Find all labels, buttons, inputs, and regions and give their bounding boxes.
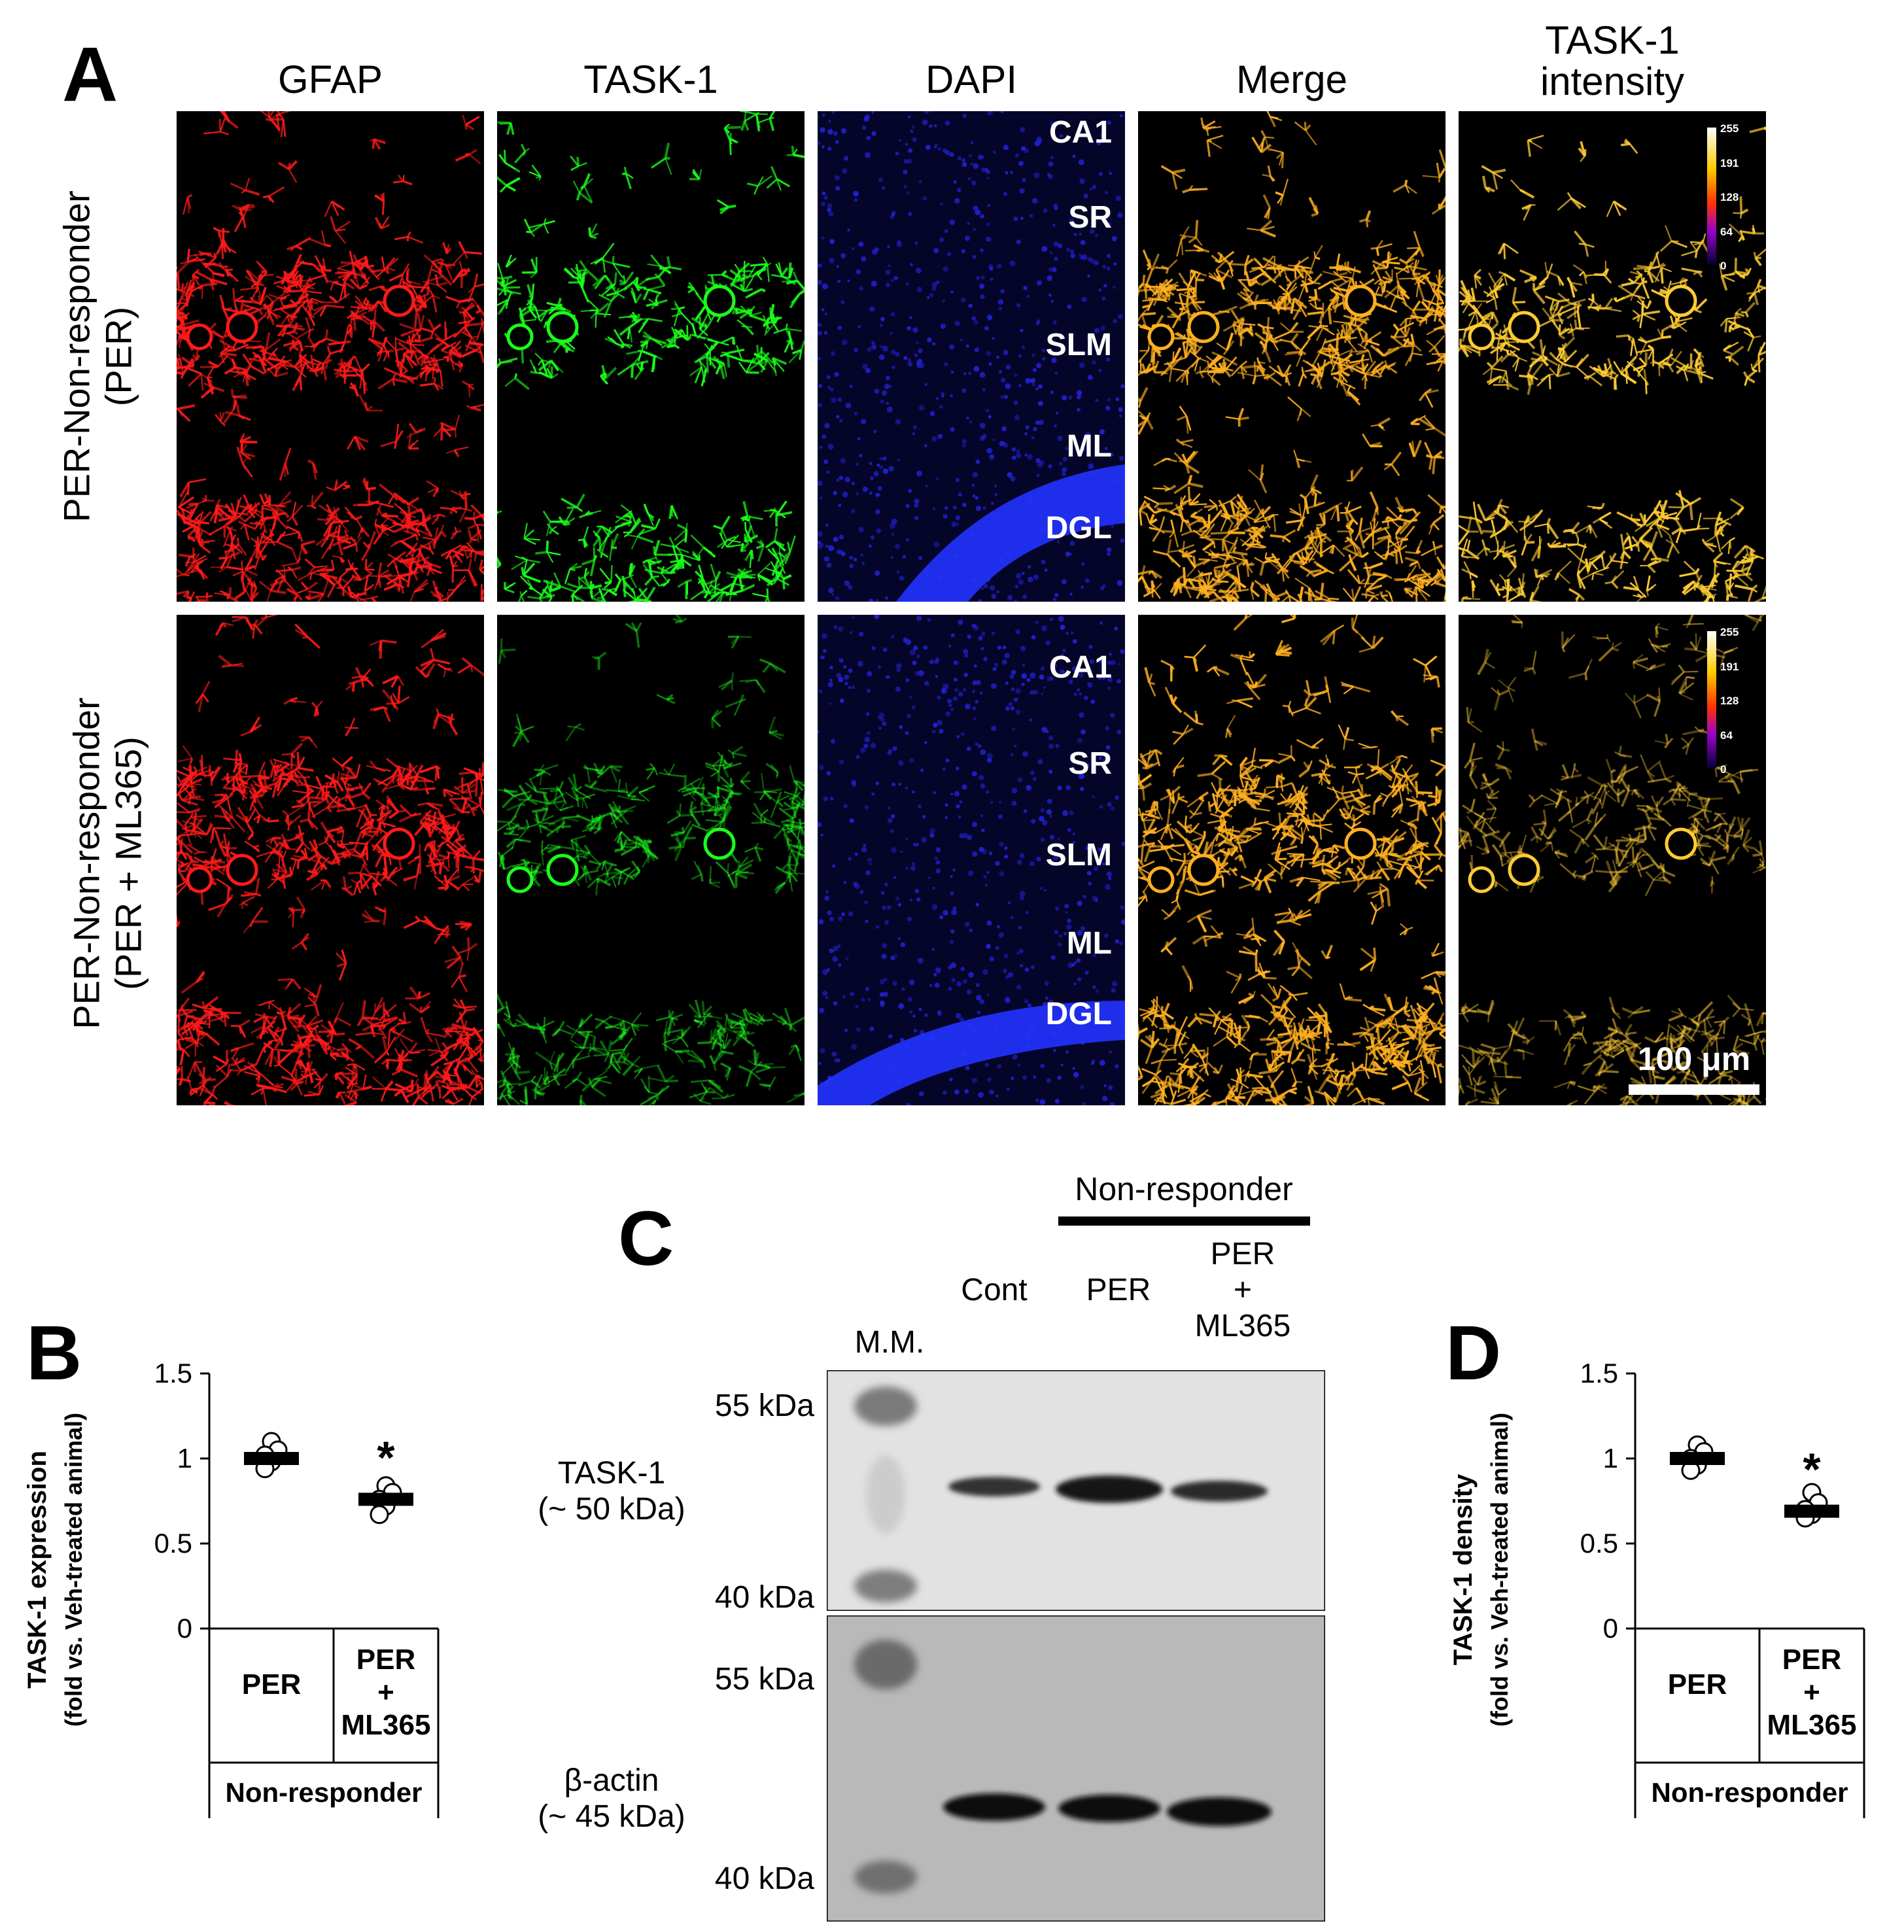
lane-label-per-ml365: PER + ML365 [1194,1237,1291,1344]
y-tick-label: 0.5 [1580,1528,1618,1559]
column-header-2: DAPI [925,58,1018,101]
micrograph-task1-row2 [497,615,805,1105]
column-header-3: Merge [1236,58,1348,101]
region-label-ml-row2: ML [1066,926,1112,961]
column-header-4: TASK-1 intensity [1540,18,1685,103]
colorbar-tick-0-row2: 0 [1720,763,1727,776]
y-tick-label: 0 [177,1613,192,1644]
nonresponder-bar [1058,1216,1310,1226]
panel-b-letter: B [26,1310,82,1396]
panel-d-letter: D [1445,1310,1502,1396]
colorbar-tick-0-row1: 0 [1720,260,1727,272]
data-point [370,1505,389,1525]
region-label-dgl-row2: DGL [1045,997,1112,1031]
colorbar-tick-191-row1: 191 [1720,156,1739,169]
marker-40-top: 40 kDa [714,1580,814,1615]
scale-bar-label: 100 μm [1637,1041,1751,1077]
colorbar-tick-255-row2: 255 [1720,626,1739,638]
y-tick-label: 1 [1603,1443,1618,1474]
chart-d: TASK-1 density (fold vs. Veh-treated anim… [1449,1358,1865,1818]
group-label-nonresponder: Non-responder [1651,1777,1848,1808]
category-label-1: + [1803,1676,1820,1708]
marker-55-top: 55 kDa [714,1389,814,1423]
category-label-1: + [377,1676,394,1708]
category-label-1: PER [356,1644,415,1676]
category-label-1: ML365 [341,1709,431,1741]
chart-b: TASK-1 expression (fold vs. Veh-treated a… [23,1358,440,1818]
micrograph-dapi-row2 [818,615,1125,1105]
colorbar-tick-64-row2: 64 [1720,729,1733,742]
lane-label-per: PER [1086,1273,1151,1307]
colorbar-tick-128-row2: 128 [1720,695,1739,707]
mean-bar [1670,1452,1725,1465]
region-label-dgl-row1: DGL [1045,511,1112,545]
region-label-slm-row2: SLM [1045,838,1112,872]
marker-bands-bottom [854,1640,917,1893]
mean-bar [358,1492,413,1506]
y-tick-label: 0.5 [154,1528,192,1559]
colorbar-tick-191-row2: 191 [1720,660,1739,673]
category-label-1: PER [1782,1644,1841,1676]
y-axis-title-line2: (fold vs. Veh-treated animal) [1486,1413,1513,1727]
region-label-sr-row1: SR [1068,200,1112,235]
y-tick-label: 1 [177,1443,192,1474]
y-axis-title-line2: (fold vs. Veh-treated animal) [60,1413,87,1727]
intensity-colorbar-row1 [1707,128,1716,265]
micrograph-merge-row1 [1138,111,1445,602]
region-label-ml-row1: ML [1066,429,1112,464]
mean-bar [244,1452,299,1465]
category-label-0: PER [242,1668,301,1700]
micrograph-intensity-row1 [1459,111,1766,602]
nonresponder-header: Non-responder [1075,1171,1293,1207]
region-label-ca1-row1: CA1 [1048,115,1112,150]
intensity-colorbar-row2 [1707,631,1716,768]
blot-label-task1: TASK-1 (~ 50 kDa) [538,1456,685,1527]
colorbar-tick-255-row1: 255 [1720,122,1739,135]
blot-label-bactin: β-actin (~ 45 kDa) [538,1763,685,1835]
band-bactin-per [1058,1795,1160,1822]
region-label-sr-row2: SR [1068,746,1112,781]
lane-label-mm: M.M. [854,1325,925,1360]
y-axis-title-line1: TASK-1 density [1449,1474,1478,1665]
band-task1-cont [948,1477,1040,1496]
category-label-0: PER [1668,1668,1727,1700]
scale-bar [1629,1084,1759,1095]
group-label-nonresponder: Non-responder [225,1777,422,1808]
marker-bands-top [854,1387,917,1602]
micrograph-gfap-row2 [177,615,484,1105]
region-label-slm-row1: SLM [1045,328,1112,362]
micrograph-merge-row2 [1138,615,1445,1105]
colorbar-tick-64-row1: 64 [1720,225,1733,238]
mean-bar [1784,1504,1839,1518]
panel-a-letter: A [62,31,118,118]
band-task1-per-ml365 [1171,1481,1268,1502]
lane-label-cont: Cont [961,1273,1028,1307]
micrograph-dapi-row1 [818,111,1125,602]
column-header-0: GFAP [277,58,383,101]
band-task1-per [1056,1475,1163,1503]
row-label-per-ml365: PER-Non-responder (PER + ML365) [65,697,149,1029]
column-header-1: TASK-1 [583,58,718,101]
western-blot-task1 [827,1370,1325,1611]
y-tick-label: 0 [1603,1613,1618,1644]
panel-c-letter: C [618,1196,674,1282]
band-bactin-cont [943,1793,1045,1821]
marker-40-bottom: 40 kDa [714,1861,814,1896]
micrograph-task1-row1 [497,111,805,602]
western-blot-bactin [827,1615,1325,1922]
significance-star: * [377,1432,395,1483]
micrograph-gfap-row1 [177,111,484,602]
significance-star: * [1803,1444,1821,1495]
category-label-1: ML365 [1767,1709,1857,1741]
region-label-ca1-row2: CA1 [1048,650,1112,685]
colorbar-tick-128-row1: 128 [1720,191,1739,203]
band-bactin-per-ml365 [1167,1797,1272,1826]
y-axis-title-line1: TASK-1 expression [23,1451,52,1689]
y-tick-label: 1.5 [154,1358,192,1389]
y-tick-label: 1.5 [1580,1358,1618,1389]
marker-55-bottom: 55 kDa [714,1662,814,1697]
row-label-per: PER-Non-responder (PER) [56,190,139,523]
